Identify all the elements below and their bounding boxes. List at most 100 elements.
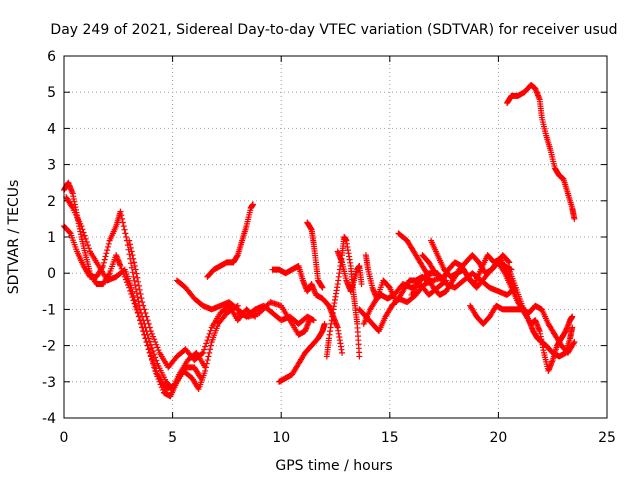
tick-labels: 0 5 10 15 20 25 -4 -3 -2 -1 0 1 2 3 4 5 6: [42, 49, 616, 446]
data-point: [117, 208, 124, 215]
data-point: [147, 352, 154, 359]
data-point: [78, 223, 85, 230]
data-point: [138, 295, 145, 302]
data-point: [137, 291, 144, 298]
x-tick-label: 5: [168, 430, 177, 446]
data-series-arc6: [204, 201, 256, 280]
data-point: [203, 340, 210, 347]
data-point: [206, 349, 213, 356]
data-point: [131, 296, 138, 303]
data-point: [100, 259, 107, 266]
data-series-arc19: [428, 237, 513, 291]
data-point: [144, 317, 151, 324]
data-point: [131, 262, 138, 269]
data-point: [145, 346, 152, 353]
y-tick-label: -3: [42, 375, 56, 391]
data-point: [83, 238, 90, 245]
y-tick-label: 4: [47, 121, 56, 137]
data-point: [105, 240, 112, 247]
data-point: [206, 330, 213, 337]
data-point: [139, 299, 146, 306]
data-point: [119, 215, 126, 222]
data-point: [146, 324, 153, 331]
data-point: [204, 357, 211, 364]
y-tick-label: 0: [47, 266, 56, 282]
x-tick-label: 15: [381, 430, 399, 446]
y-axis-label: SDTVAR / TECUs: [6, 180, 22, 295]
data-point: [132, 286, 139, 293]
y-tick-label: 3: [47, 158, 56, 174]
data-series-arc9: [276, 320, 328, 385]
data-point: [505, 258, 512, 265]
data-point: [135, 282, 142, 289]
data-point: [151, 362, 158, 369]
data-point: [147, 328, 154, 335]
data-series-arc23: [504, 81, 578, 222]
data-point: [129, 269, 136, 276]
data-point: [134, 294, 141, 301]
y-tick-label: 6: [47, 49, 56, 65]
data-point: [249, 201, 256, 208]
data-point: [153, 341, 160, 348]
data-point: [133, 305, 140, 312]
data-point: [127, 244, 134, 251]
data-series-arc8: [269, 262, 346, 356]
data-point: [372, 296, 379, 303]
data-point: [80, 229, 87, 236]
data-point: [141, 306, 148, 313]
data-point: [571, 338, 578, 345]
y-tick-label: 1: [47, 230, 56, 246]
data-point: [356, 353, 363, 360]
data-point: [104, 243, 111, 250]
data-point: [135, 298, 142, 305]
data-point: [260, 305, 267, 312]
data-point: [150, 333, 157, 340]
data-point: [84, 242, 91, 249]
data-point: [319, 284, 326, 291]
data-point: [263, 303, 270, 310]
data-point: [501, 268, 508, 275]
data-point: [201, 346, 208, 353]
data-point: [144, 342, 151, 349]
data-point: [150, 348, 157, 355]
data-series-arc12: [334, 248, 365, 295]
y-tick-label: -1: [42, 302, 56, 318]
data-point: [126, 237, 133, 244]
data-point: [321, 320, 328, 327]
data-point: [128, 260, 135, 267]
data-point: [66, 229, 73, 236]
data-point: [264, 301, 271, 308]
data-point: [142, 310, 149, 317]
data-point: [203, 360, 210, 367]
data-point: [136, 286, 143, 293]
data-point: [207, 327, 214, 334]
data-point: [202, 343, 209, 350]
data-point: [137, 317, 144, 324]
x-tick-label: 25: [598, 430, 616, 446]
data-point: [133, 290, 140, 297]
data-series-arc4: [126, 237, 259, 371]
y-tick-label: 5: [47, 85, 56, 101]
data-point: [142, 335, 149, 342]
data-point: [128, 284, 135, 291]
data-point: [140, 328, 147, 335]
data-point: [205, 353, 212, 360]
data-point: [141, 331, 148, 338]
data-point: [81, 232, 88, 239]
x-tick-label: 20: [489, 430, 507, 446]
data-point: [146, 349, 153, 356]
data-point: [85, 245, 92, 252]
data-point: [138, 320, 145, 327]
data-point: [120, 223, 127, 230]
x-tick-label: 10: [272, 430, 290, 446]
data-point: [205, 334, 212, 341]
data-point: [259, 307, 266, 314]
data-series-arc7: [234, 299, 313, 338]
data-point: [150, 358, 157, 365]
data-point: [207, 346, 214, 353]
data-point: [148, 330, 155, 337]
data-point: [198, 350, 205, 357]
y-tick-label: 2: [47, 194, 56, 210]
data-point: [140, 302, 147, 309]
